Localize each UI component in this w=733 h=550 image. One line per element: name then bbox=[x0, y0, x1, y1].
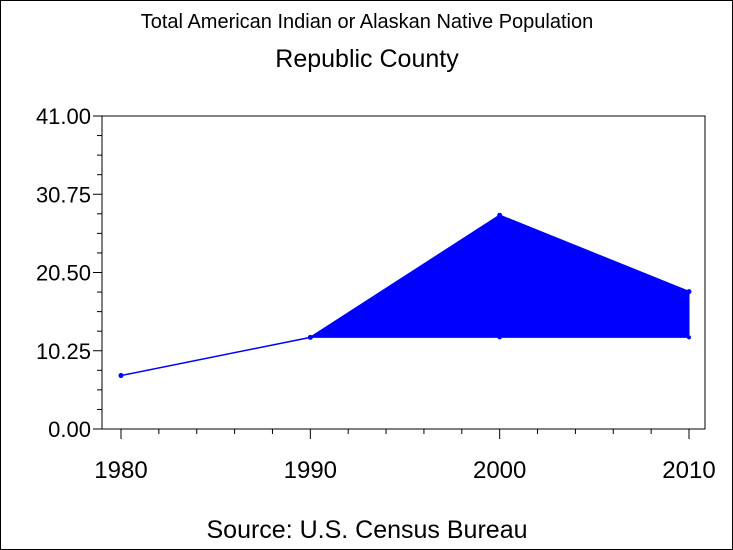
x-tick-label: 1980 bbox=[94, 457, 147, 484]
y-tick-label: 0.00 bbox=[48, 417, 91, 442]
data-point bbox=[118, 373, 124, 379]
y-tick-label: 10.25 bbox=[36, 339, 91, 364]
data-point bbox=[497, 212, 503, 218]
source-note: Source: U.S. Census Bureau bbox=[207, 516, 528, 544]
chart-title: Total American Indian or Alaskan Native … bbox=[141, 11, 594, 33]
series-line bbox=[120, 214, 690, 377]
y-tick-label: 41.00 bbox=[36, 104, 91, 129]
baseline-point bbox=[497, 335, 502, 340]
y-tick-label: 30.75 bbox=[36, 182, 91, 207]
baseline-point bbox=[308, 335, 313, 340]
baseline-point bbox=[687, 335, 691, 340]
x-tick-label: 2000 bbox=[473, 457, 526, 484]
chart-subtitle: Republic County bbox=[275, 45, 459, 73]
series-fill-area bbox=[308, 214, 690, 338]
y-tick-label: 20.50 bbox=[36, 261, 91, 286]
data-point bbox=[686, 289, 692, 295]
x-tick-label: 1990 bbox=[284, 457, 337, 484]
x-tick-label: 2010 bbox=[662, 457, 715, 484]
